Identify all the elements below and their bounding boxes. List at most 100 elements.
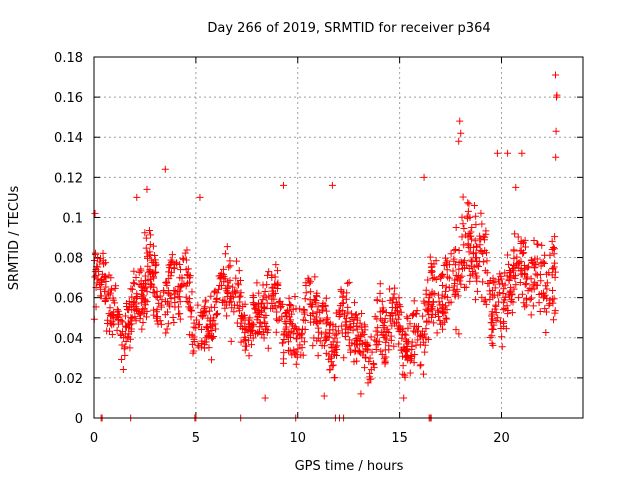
- data-point: [452, 223, 460, 231]
- data-point: [399, 352, 407, 360]
- data-point: [130, 280, 138, 288]
- data-point: [322, 335, 330, 343]
- data-point: [368, 348, 376, 356]
- data-point: [279, 181, 287, 189]
- data-point: [373, 296, 381, 304]
- data-point: [158, 296, 166, 304]
- data-point: [526, 284, 534, 292]
- data-point: [198, 325, 206, 333]
- data-point: [117, 330, 125, 338]
- data-point: [300, 308, 308, 316]
- data-point: [549, 264, 557, 272]
- data-point: [382, 338, 390, 346]
- data-point: [139, 292, 147, 300]
- data-point: [540, 294, 548, 302]
- data-point: [190, 335, 198, 343]
- data-point: [111, 299, 119, 307]
- data-point: [380, 318, 388, 326]
- data-point: [438, 294, 446, 302]
- data-point: [326, 366, 334, 374]
- data-point: [227, 337, 235, 345]
- data-point: [147, 281, 155, 289]
- data-point: [292, 360, 300, 368]
- data-point: [510, 285, 518, 293]
- data-point: [101, 287, 109, 295]
- data-point: [493, 149, 501, 157]
- data-point: [230, 308, 238, 316]
- data-point: [323, 314, 331, 322]
- data-point: [353, 357, 361, 365]
- data-point: [515, 294, 523, 302]
- data-point: [450, 257, 458, 265]
- data-point: [314, 303, 322, 311]
- data-point: [351, 299, 359, 307]
- data-point: [235, 293, 243, 301]
- data-point: [440, 261, 448, 269]
- data-point: [113, 326, 121, 334]
- data-point: [152, 293, 160, 301]
- data-point: [220, 278, 228, 286]
- data-point: [410, 359, 418, 367]
- data-point: [500, 319, 508, 327]
- data-point: [195, 321, 203, 329]
- data-point: [442, 283, 450, 291]
- data-point: [183, 246, 191, 254]
- data-point: [449, 267, 457, 275]
- data-point: [142, 244, 150, 252]
- data-point: [502, 325, 510, 333]
- data-point: [436, 316, 444, 324]
- data-point: [483, 257, 491, 265]
- data-point: [406, 320, 414, 328]
- data-point: [402, 345, 410, 353]
- data-point: [517, 237, 525, 245]
- data-point: [492, 309, 500, 317]
- data-point: [244, 320, 252, 328]
- data-point: [385, 328, 393, 336]
- data-point: [344, 308, 352, 316]
- data-point: [374, 324, 382, 332]
- data-point: [424, 336, 432, 344]
- data-point: [163, 278, 171, 286]
- data-point: [479, 278, 487, 286]
- data-point: [516, 247, 524, 255]
- data-point: [371, 336, 379, 344]
- data-point: [259, 281, 267, 289]
- data-point: [551, 71, 559, 79]
- data-point: [132, 303, 140, 311]
- data-point: [193, 316, 201, 324]
- data-point: [482, 300, 490, 308]
- data-point: [113, 306, 121, 314]
- data-point: [339, 289, 347, 297]
- data-point: [340, 354, 348, 362]
- data-point: [192, 324, 200, 332]
- data-point: [392, 298, 400, 306]
- data-point: [221, 297, 229, 305]
- data-point: [328, 362, 336, 370]
- data-point: [552, 127, 560, 135]
- data-point: [170, 287, 178, 295]
- data-point: [289, 329, 297, 337]
- y-tick-label: 0.18: [54, 51, 83, 66]
- data-point: [261, 320, 269, 328]
- data-point: [416, 362, 424, 370]
- data-point: [128, 293, 136, 301]
- data-point: [103, 327, 111, 335]
- data-point: [465, 200, 473, 208]
- data-point: [408, 353, 416, 361]
- data-point: [249, 292, 257, 300]
- data-point: [284, 338, 292, 346]
- data-point: [378, 351, 386, 359]
- data-point: [374, 341, 382, 349]
- data-point: [459, 220, 467, 228]
- data-point: [248, 319, 256, 327]
- data-point: [542, 282, 550, 290]
- data-point: [107, 285, 115, 293]
- data-point: [535, 290, 543, 298]
- data-point: [509, 265, 517, 273]
- data-point: [198, 313, 206, 321]
- data-point: [420, 299, 428, 307]
- data-point: [318, 342, 326, 350]
- data-point: [455, 137, 463, 145]
- data-point: [514, 233, 522, 241]
